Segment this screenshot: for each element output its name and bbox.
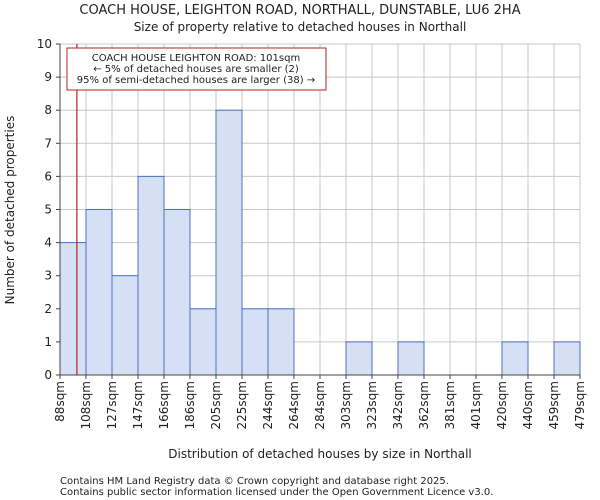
footer-line-2: Contains public sector information licen… xyxy=(60,487,493,498)
x-tick-label: 440sqm xyxy=(521,381,535,429)
bar-205sqm xyxy=(215,109,243,376)
x-tick-label: 479sqm xyxy=(573,381,587,429)
bar-147sqm xyxy=(137,175,165,376)
x-tick-label: 186sqm xyxy=(183,381,197,429)
y-tick-label: 6 xyxy=(44,169,52,183)
x-tick-label: 166sqm xyxy=(157,381,171,429)
y-tick-label: 2 xyxy=(44,302,52,316)
bar-127sqm xyxy=(111,275,139,376)
x-tick-label: 381sqm xyxy=(443,381,457,429)
bar-342sqm xyxy=(397,341,425,376)
bars xyxy=(59,109,581,376)
x-tick-label: 244sqm xyxy=(261,381,275,429)
x-tick-label: 205sqm xyxy=(209,381,223,429)
chart-subtitle: Size of property relative to detached ho… xyxy=(134,20,467,34)
x-tick-label: 420sqm xyxy=(495,381,509,429)
y-tick-label: 7 xyxy=(44,136,52,150)
y-tick-label: 10 xyxy=(37,37,52,51)
y-axis-label: Number of detached properties xyxy=(3,116,17,305)
chart-title: COACH HOUSE, LEIGHTON ROAD, NORTHALL, DU… xyxy=(79,3,520,18)
x-tick-label: 362sqm xyxy=(417,381,431,429)
x-tick-label: 108sqm xyxy=(79,381,93,429)
x-tick-label: 88sqm xyxy=(53,381,67,422)
bar-186sqm xyxy=(189,308,217,376)
y-tick-label: 8 xyxy=(44,103,52,117)
y-tick-label: 4 xyxy=(44,236,52,250)
annotation-box: COACH HOUSE LEIGHTON ROAD: 101sqm ← 5% o… xyxy=(66,47,327,91)
bar-88sqm xyxy=(59,242,87,376)
x-tick-label: 303sqm xyxy=(339,381,353,429)
y-tick-labels: 0 1 2 3 4 5 6 7 8 9 10 xyxy=(37,37,60,382)
bar-459sqm xyxy=(553,341,581,376)
annotation-line-2: ← 5% of detached houses are smaller (2) xyxy=(93,64,299,75)
y-tick-label: 9 xyxy=(44,70,52,84)
annotation-frame xyxy=(66,47,327,91)
x-tick-label: 342sqm xyxy=(391,381,405,429)
y-tick-label: 3 xyxy=(44,269,52,283)
x-tick-label: 401sqm xyxy=(469,381,483,429)
y-tick-label: 0 xyxy=(44,368,52,382)
x-tick-label: 127sqm xyxy=(105,381,119,429)
bar-244sqm xyxy=(267,308,295,376)
x-tick-label: 284sqm xyxy=(313,381,327,429)
footer-line-1: Contains HM Land Registry data © Crown c… xyxy=(60,476,449,487)
bar-108sqm xyxy=(85,209,113,376)
y-tick-label: 1 xyxy=(44,335,52,349)
x-axis-label: Distribution of detached houses by size … xyxy=(168,447,472,461)
x-tick-label: 459sqm xyxy=(547,381,561,429)
bar-225sqm xyxy=(241,308,269,376)
x-tick-label: 147sqm xyxy=(131,381,145,429)
x-tick-labels: 88sqm 108sqm 127sqm 147sqm 166sqm 186sqm 205sq… xyxy=(53,375,587,429)
annotation-line-1: COACH HOUSE LEIGHTON ROAD: 101sqm xyxy=(92,53,300,64)
x-tick-label: 225sqm xyxy=(235,381,249,429)
x-tick-label: 264sqm xyxy=(287,381,301,429)
y-tick-label: 5 xyxy=(44,203,52,217)
annotation-line-3: 95% of semi-detached houses are larger (… xyxy=(77,75,315,86)
bar-420sqm xyxy=(501,341,529,376)
bar-166sqm xyxy=(163,209,191,376)
bar-303sqm xyxy=(345,341,373,376)
x-tick-label: 323sqm xyxy=(365,381,379,429)
